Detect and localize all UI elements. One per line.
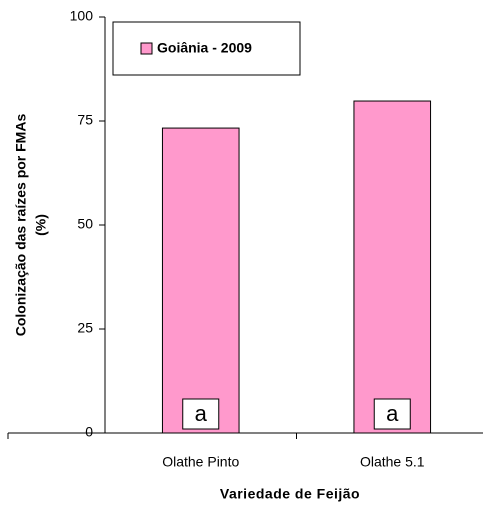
- bar: [353, 100, 432, 434]
- y-axis-title: Colonização das raízes por FMAs: [13, 114, 29, 337]
- y-tick-label: 75: [77, 112, 93, 128]
- y-tick-label: 0: [85, 424, 93, 440]
- legend-label: Goiânia - 2009: [157, 40, 252, 56]
- y-axis-title: (%): [33, 214, 49, 236]
- annotation-box: [373, 398, 411, 430]
- y-tick-label: 50: [77, 216, 93, 232]
- annotation: a: [386, 401, 399, 426]
- y-tick-label: 25: [77, 320, 93, 336]
- annotation-box: [182, 398, 220, 430]
- legend-swatch: [140, 42, 153, 55]
- x-axis-title: Variedade de Feijão: [220, 486, 360, 502]
- annotation: a: [195, 401, 208, 426]
- y-tick-label: 100: [70, 8, 94, 24]
- x-tick-label: Olathe Pinto: [162, 454, 239, 470]
- bar: [161, 127, 240, 434]
- x-tick-label: Olathe 5.1: [360, 454, 425, 470]
